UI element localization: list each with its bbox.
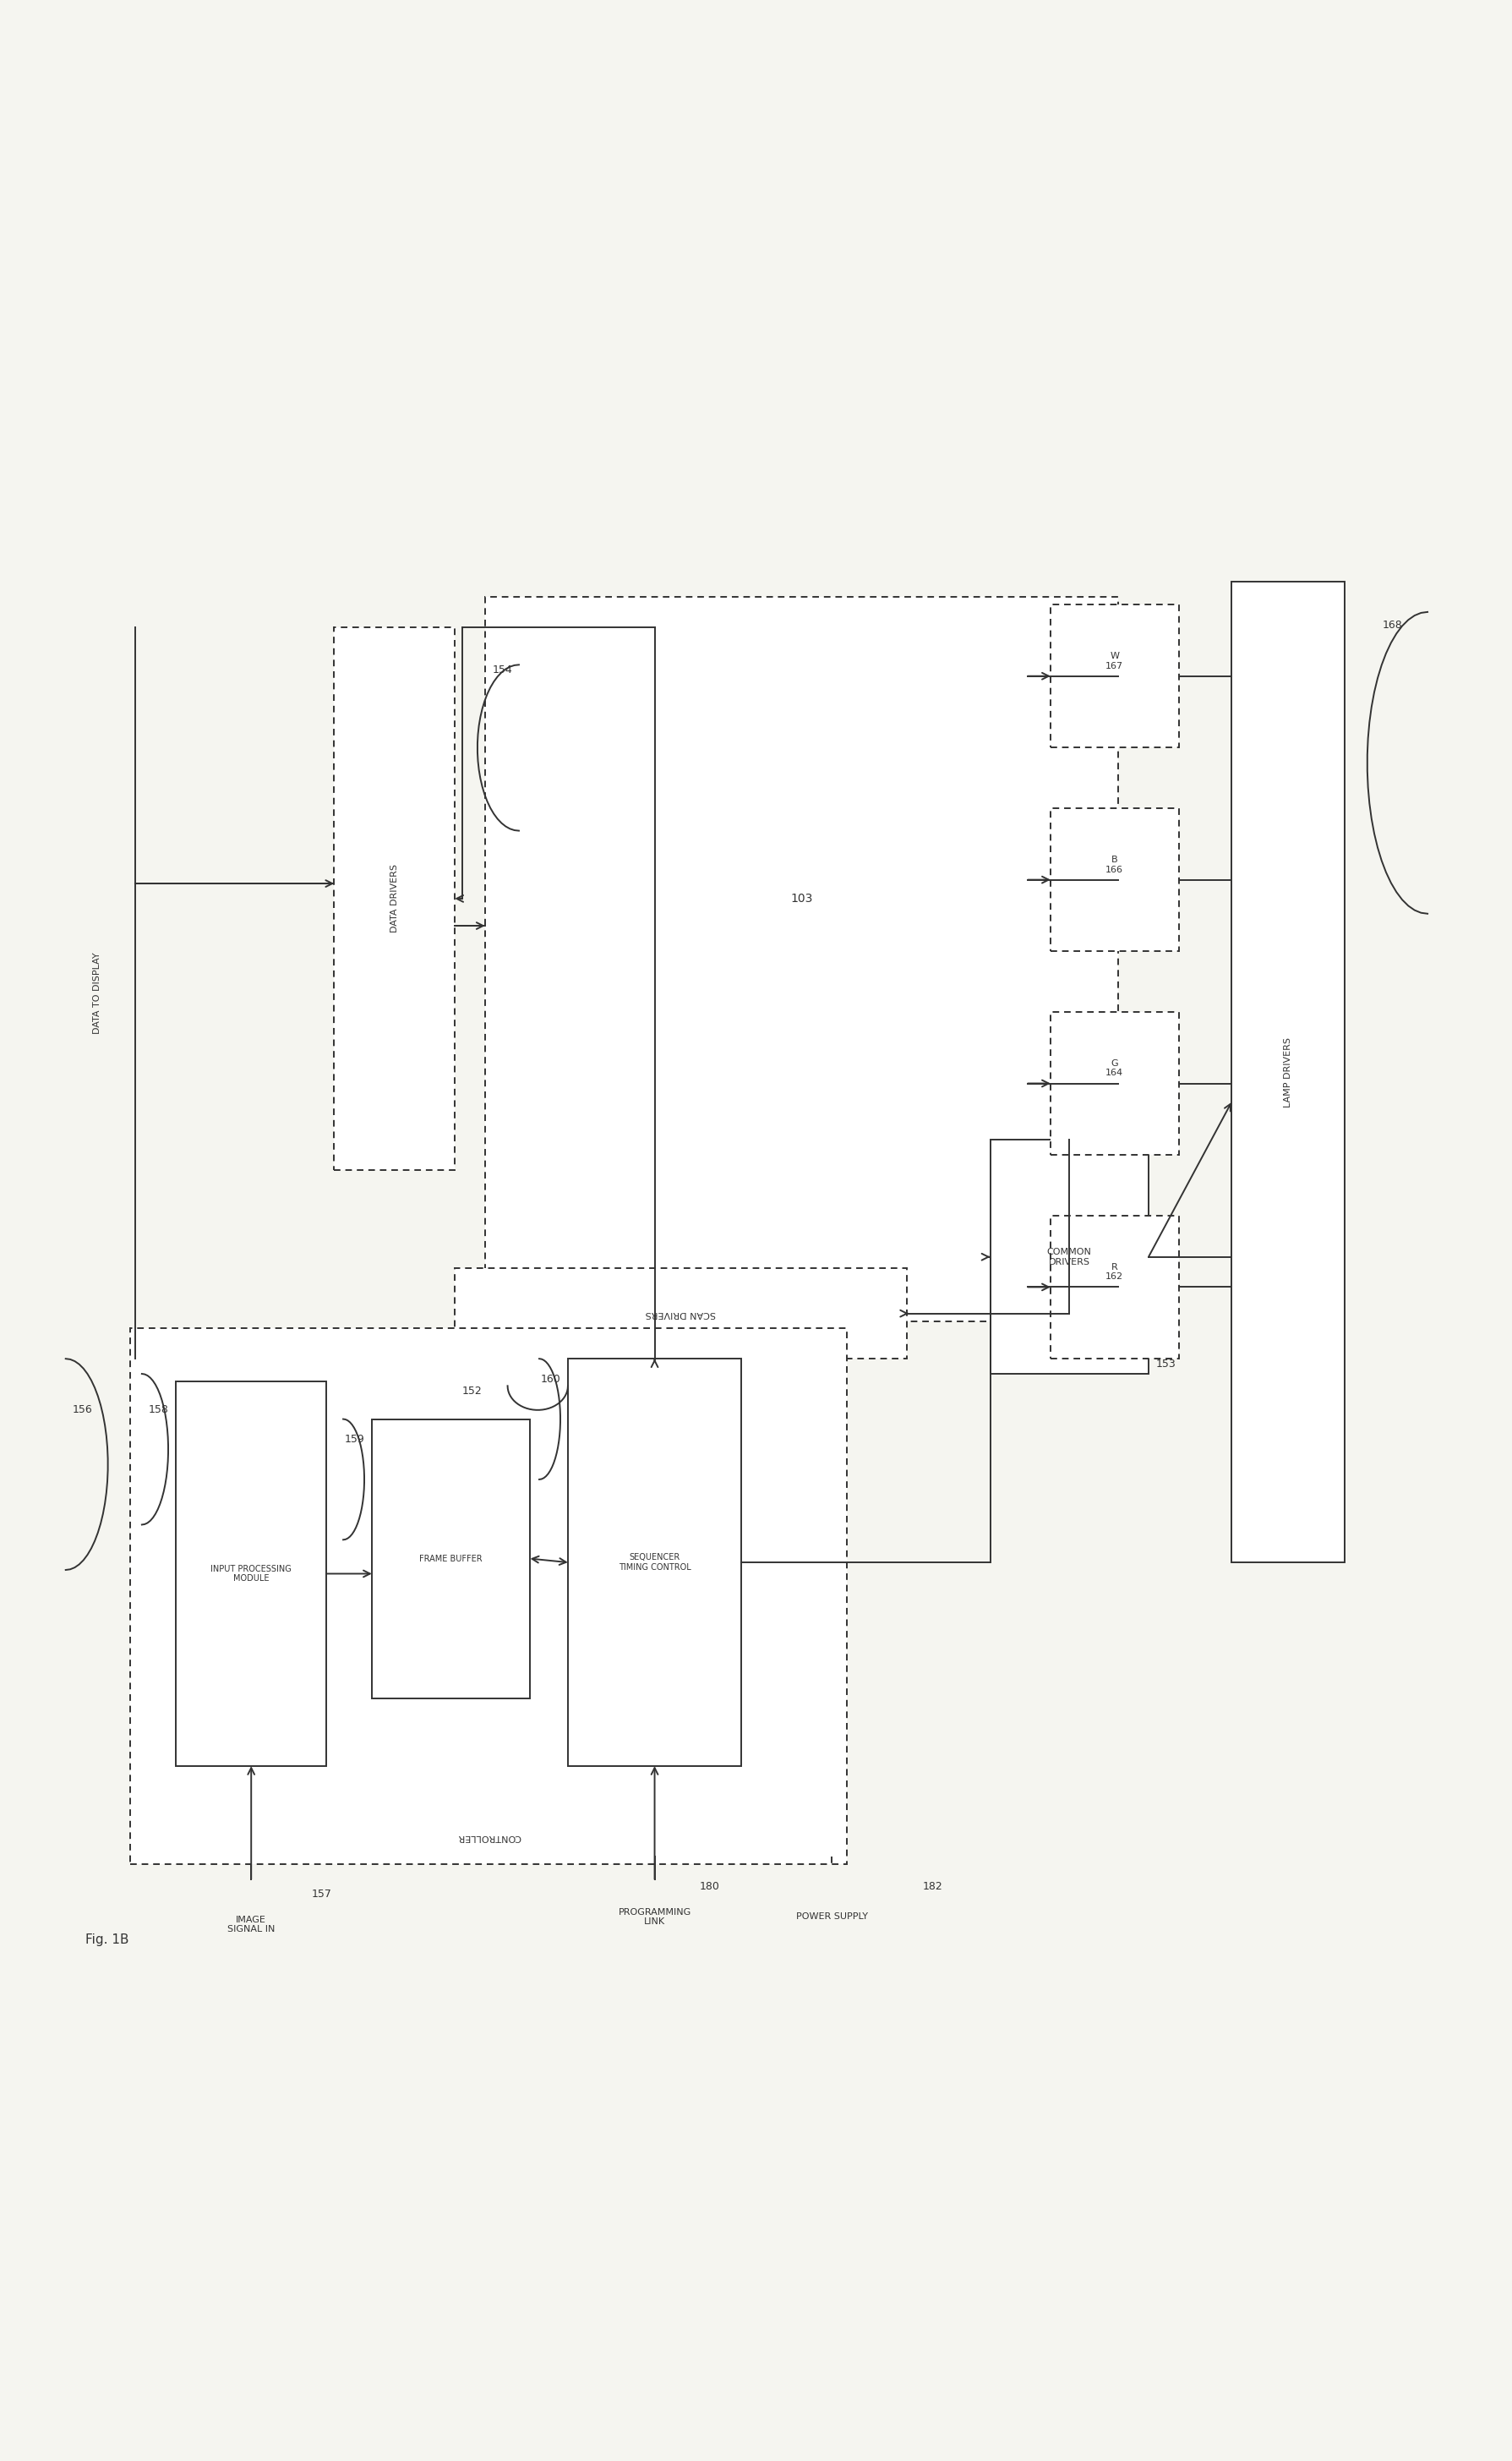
Bar	[175, 1381, 327, 1767]
Text: DATA DRIVERS: DATA DRIVERS	[390, 864, 399, 933]
Text: FRAME BUFFER: FRAME BUFFER	[419, 1555, 482, 1563]
Text: INPUT PROCESSING
MODULE: INPUT PROCESSING MODULE	[210, 1565, 292, 1582]
Bar	[485, 598, 1117, 1322]
Text: 154: 154	[493, 664, 513, 677]
Text: 156: 156	[73, 1403, 92, 1415]
Text: PROGRAMMING
LINK: PROGRAMMING LINK	[618, 1907, 691, 1927]
Text: COMMON
DRIVERS: COMMON DRIVERS	[1046, 1248, 1092, 1265]
Text: Fig. 1B: Fig. 1B	[85, 1934, 129, 1947]
Text: LAMP DRIVERS: LAMP DRIVERS	[1284, 1036, 1291, 1107]
Text: B
166: B 166	[1105, 856, 1123, 874]
Bar	[130, 1329, 847, 1863]
Text: SCAN DRIVERS: SCAN DRIVERS	[646, 1309, 715, 1317]
Text: CONTROLLER: CONTROLLER	[457, 1833, 520, 1841]
Bar	[1049, 605, 1178, 748]
Text: 153: 153	[1155, 1358, 1175, 1371]
Text: R
162: R 162	[1105, 1262, 1123, 1282]
Text: 103: 103	[791, 893, 812, 906]
Text: SEQUENCER
TIMING CONTROL: SEQUENCER TIMING CONTROL	[618, 1553, 691, 1573]
Text: 157: 157	[311, 1888, 331, 1900]
Text: POWER SUPPLY: POWER SUPPLY	[795, 1912, 868, 1922]
Text: 168: 168	[1382, 620, 1402, 630]
Bar	[1231, 581, 1344, 1563]
Bar	[455, 1267, 907, 1358]
Text: W
167: W 167	[1105, 652, 1123, 669]
Bar	[1049, 1011, 1178, 1154]
Text: 182: 182	[922, 1880, 942, 1893]
Bar	[334, 628, 455, 1169]
Text: IMAGE
SIGNAL IN: IMAGE SIGNAL IN	[227, 1915, 275, 1934]
Bar	[567, 1358, 741, 1767]
Text: 158: 158	[148, 1403, 168, 1415]
Text: G
164: G 164	[1105, 1058, 1123, 1078]
Bar	[1049, 807, 1178, 952]
Bar	[1049, 1216, 1178, 1358]
Text: 160: 160	[540, 1373, 559, 1386]
Text: 152: 152	[463, 1386, 482, 1395]
Text: DATA TO DISPLAY: DATA TO DISPLAY	[94, 952, 101, 1034]
Bar	[990, 1139, 1148, 1373]
Bar	[372, 1420, 529, 1698]
Text: 180: 180	[700, 1880, 720, 1893]
Text: 159: 159	[345, 1435, 364, 1445]
